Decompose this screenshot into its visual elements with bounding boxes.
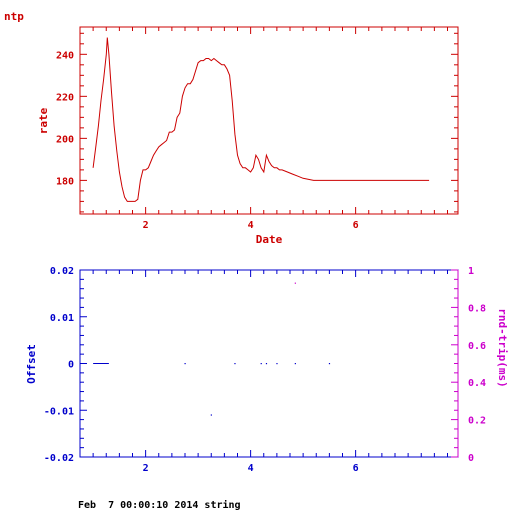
roundtrip-y-tick-label: 0.4 <box>468 378 486 389</box>
offset-point <box>210 414 212 416</box>
rate-chart: 2 4 6 180 200 220 240 Date rate <box>37 26 459 246</box>
rate-axis-ticks <box>80 27 458 214</box>
rate-x-tick-label: 4 <box>248 220 254 231</box>
roundtrip-y-tick-label: 0.2 <box>468 416 486 427</box>
offset-tick-labels: 2 4 6 -0.02 -0.01 0 0.01 0.02 0 0.2 0.4 0.6 0.8 1 <box>44 266 486 474</box>
rate-y-tick-label: 180 <box>56 176 74 187</box>
offset-y-tick-label: -0.01 <box>44 406 74 417</box>
offset-y-tick-label: 0.02 <box>50 266 74 277</box>
offset-y-tick-label: 0.01 <box>50 313 74 324</box>
roundtrip-y-axis-label: rnd-trip(ms) <box>496 308 509 387</box>
rate-y-tick-label: 220 <box>56 92 74 103</box>
roundtrip-point <box>294 282 296 284</box>
roundtrip-y-tick-label: 0 <box>468 453 474 464</box>
offset-point <box>265 363 268 365</box>
roundtrip-y-tick-label: 1 <box>468 266 474 277</box>
offset-point <box>260 363 262 365</box>
offset-plot-frame <box>79 269 459 458</box>
offset-point <box>276 363 278 365</box>
offset-point <box>328 363 331 365</box>
offset-y-tick-label: -0.02 <box>44 453 74 464</box>
offset-x-tick-label: 6 <box>353 463 359 474</box>
rate-y-tick-label: 200 <box>56 134 74 145</box>
offset-data-points <box>93 282 331 416</box>
roundtrip-y-tick-label: 0.8 <box>468 303 486 314</box>
rate-y-tick-label: 240 <box>56 50 74 61</box>
offset-y-axis-label: Offset <box>25 344 38 384</box>
offset-axis-ticks <box>80 269 458 458</box>
offset-x-tick-label: 4 <box>248 463 254 474</box>
rate-y-axis-label: rate <box>37 107 50 134</box>
footer-timestamp: Feb 7 00:00:10 2014 string <box>78 500 241 511</box>
rate-series-line <box>92 37 430 202</box>
offset-chart: 2 4 6 -0.02 -0.01 0 0.01 0.02 0 0.2 0.4 0.6 0.8 1 Off… <box>25 266 509 474</box>
roundtrip-y-tick-label: 0.6 <box>468 341 486 352</box>
corner-label: ntp <box>4 10 24 23</box>
rate-tick-labels: 2 4 6 180 200 220 240 <box>56 50 359 231</box>
offset-y-tick-label: 0 <box>68 360 74 371</box>
rate-plot-frame <box>79 26 459 215</box>
offset-x-tick-label: 2 <box>143 463 149 474</box>
offset-point <box>294 363 296 365</box>
offset-point <box>234 363 236 365</box>
rate-x-axis-label: Date <box>256 233 283 246</box>
offset-point <box>184 363 186 365</box>
rate-x-tick-label: 2 <box>143 220 149 231</box>
rate-x-tick-label: 6 <box>353 220 359 231</box>
